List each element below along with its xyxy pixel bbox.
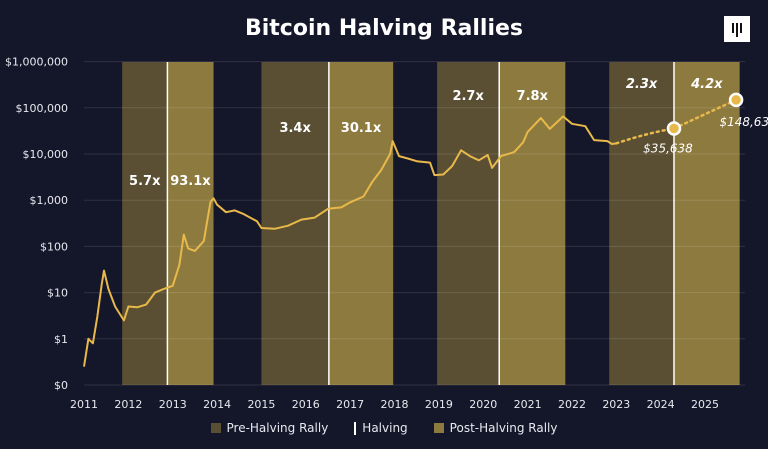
legend-item-pre: Pre-Halving Rally <box>210 421 329 435</box>
legend-item-halving: Halving <box>354 421 408 435</box>
band-post <box>499 62 566 385</box>
y-tick-label: $10 <box>47 287 68 300</box>
x-tick-label: 2017 <box>336 398 364 411</box>
legend-label-pre: Pre-Halving Rally <box>226 421 329 435</box>
price-line <box>83 115 617 367</box>
multiplier-label: 4.2x <box>690 77 723 92</box>
multiplier-label: 2.7x <box>452 89 484 104</box>
x-tick-label: 2014 <box>203 398 231 411</box>
x-tick-label: 2011 <box>70 398 98 411</box>
y-tick-label: $1 <box>54 333 68 346</box>
x-tick-label: 2025 <box>691 398 719 411</box>
x-tick-label: 2013 <box>159 398 187 411</box>
band-post <box>328 62 394 385</box>
x-tick-label: 2012 <box>114 398 142 411</box>
legend-swatch-post <box>433 423 444 433</box>
legend-swatch-halving <box>354 421 357 435</box>
x-tick-label: 2023 <box>602 398 630 411</box>
chart-title: Bitcoin Halving Rallies <box>244 16 524 41</box>
band-pre <box>437 62 500 385</box>
legend-item-post: Post-Halving Rally <box>433 421 558 435</box>
legend-label-post: Post-Halving Rally <box>449 421 558 435</box>
x-tick-label: 2015 <box>247 398 275 411</box>
brand-logo <box>724 16 750 42</box>
y-tick-label: $100,000 <box>16 102 69 115</box>
legend: Pre-Halving Rally Halving Post-Halving R… <box>0 421 768 435</box>
legend-swatch-pre <box>210 423 221 433</box>
y-tick-label: $10,000 <box>23 148 69 161</box>
multiplier-label: 3.4x <box>279 121 311 136</box>
projection-point <box>728 92 744 108</box>
x-tick-label: 2018 <box>381 398 409 411</box>
x-tick-label: 2020 <box>469 398 497 411</box>
band-pre <box>609 62 674 385</box>
x-tick-label: 2019 <box>425 398 453 411</box>
band-post <box>673 62 740 385</box>
x-tick-label: 2016 <box>292 398 320 411</box>
legend-label-halving: Halving <box>362 421 408 435</box>
x-tick-label: 2021 <box>514 398 542 411</box>
projection-label: $35,638 <box>643 142 693 156</box>
x-tick-label: 2024 <box>647 398 675 411</box>
projection-label: $148,636 <box>719 115 768 129</box>
multiplier-label: 93.1x <box>170 174 211 189</box>
multiplier-label: 5.7x <box>129 174 161 189</box>
x-tick-label: 2022 <box>558 398 586 411</box>
multiplier-label: 7.8x <box>517 89 549 104</box>
projection-point <box>666 121 682 136</box>
band-pre <box>122 62 168 385</box>
y-tick-label: $100 <box>40 240 68 253</box>
y-tick-label: $0 <box>54 379 68 392</box>
multiplier-label: 2.3x <box>626 77 658 92</box>
y-tick-label: $1,000,000 <box>5 56 68 69</box>
logo-mark-icon <box>732 23 742 37</box>
multiplier-label: 30.1x <box>341 121 382 136</box>
y-tick-label: $1,000 <box>30 194 69 207</box>
